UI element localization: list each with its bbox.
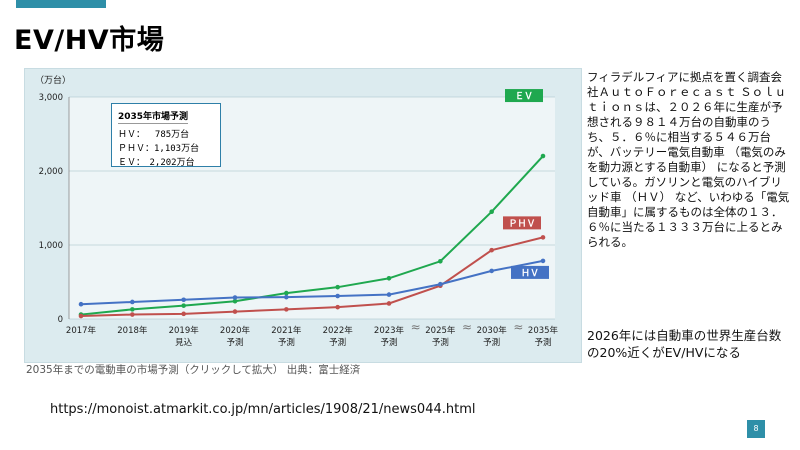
series-line-1 <box>80 236 544 318</box>
x-tick-label: 予測 <box>432 337 449 348</box>
x-tick-label: 予測 <box>534 337 551 348</box>
x-tick-label: 2017年 <box>66 325 97 336</box>
data-point <box>489 247 494 253</box>
data-point <box>284 294 289 300</box>
x-tick-label: 予測 <box>380 337 397 348</box>
y-tick-label: 0 <box>58 315 63 325</box>
data-point <box>181 311 186 317</box>
x-tick-label: 2020年 <box>220 325 251 336</box>
forecast-row-ev: ＥＶ： 2,202万台 <box>118 158 195 168</box>
data-point <box>78 301 84 307</box>
data-point <box>335 293 340 299</box>
data-point <box>232 298 238 304</box>
page-number: 8 <box>747 420 765 438</box>
y-tick-label: 2,000 <box>39 167 63 177</box>
series-label: ＰＨＶ <box>508 218 535 229</box>
data-point <box>540 258 546 264</box>
data-point <box>540 235 546 240</box>
series-label-bg <box>503 216 541 230</box>
x-tick-label: 2025年 <box>425 325 456 336</box>
data-point <box>181 297 186 303</box>
conclusion-text: 2026年には自動車の世界生産台数の20%近くがEV/HVになる <box>587 328 782 360</box>
x-tick-label: 2018年 <box>117 325 148 336</box>
data-point <box>438 281 443 287</box>
side-description: フィラデルフィアに拠点を置く調査会社ＡｕｔｏＦｏｒｅｃａｓｔ Ｓｏｌｕｔｉｏｎｓ… <box>587 70 790 249</box>
x-tick-label: 2035年 <box>528 325 559 336</box>
top-accent-bar <box>16 0 106 8</box>
data-point <box>386 301 392 306</box>
chart-image[interactable]: （万台） 0 1,000 2,000 3,000 2017年 2018年 2019年 見込 202… <box>24 68 582 363</box>
data-point <box>386 292 392 297</box>
series-label-bg <box>505 89 543 103</box>
data-point <box>232 295 238 300</box>
data-point <box>130 307 135 312</box>
data-point <box>181 303 186 308</box>
data-point <box>438 258 443 264</box>
data-point <box>284 290 289 296</box>
y-tick-label: 3,000 <box>39 93 63 103</box>
forecast-row-hv: ＨＶ： 785万台 <box>118 130 190 140</box>
series-label: ＥＶ <box>515 91 533 102</box>
series-line-0 <box>80 155 544 316</box>
data-point <box>130 299 135 305</box>
slide-title: EV/HV市場 <box>14 25 165 56</box>
data-point <box>489 209 494 214</box>
axis-break-mark: ≈ <box>411 320 421 334</box>
series-label-bg <box>511 265 549 279</box>
x-tick-label: 2019年 <box>169 325 200 336</box>
forecast-summary-title: 2035年市場予測 <box>118 109 189 124</box>
data-point <box>284 307 289 312</box>
data-point <box>489 268 494 274</box>
forecast-row-phv: ＰＨＶ：1,103万台 <box>118 144 200 154</box>
x-tick-label: 予測 <box>329 337 346 348</box>
x-tick-label: 2021年 <box>271 325 302 336</box>
x-tick-label: 予測 <box>483 337 500 348</box>
data-point <box>78 313 84 319</box>
y-tick-label: 1,000 <box>39 241 63 251</box>
series-label: ＨＶ <box>521 268 539 279</box>
series-line-2 <box>80 259 544 306</box>
x-tick-label: 2022年 <box>323 325 354 336</box>
forecast-summary-box: 2035年市場予測 ＨＶ： 785万台 ＰＨＶ：1,103万台 ＥＶ： 2,20… <box>111 103 221 168</box>
data-point <box>335 284 340 290</box>
x-tick-label: 予測 <box>226 337 243 348</box>
y-unit-label: （万台） <box>35 74 71 86</box>
data-point <box>232 309 238 314</box>
data-point <box>540 153 546 159</box>
axis-break-mark: ≈ <box>462 320 472 334</box>
x-tick-label: 2023年 <box>374 325 405 336</box>
x-tick-label: 見込 <box>175 337 193 348</box>
axis-break-mark: ≈ <box>513 320 523 334</box>
chart-caption: 2035年までの電動車の市場予測（クリックして拡大） 出典：富士経済 <box>26 364 361 376</box>
data-point <box>130 312 135 317</box>
x-tick-label: 2030年 <box>477 325 508 336</box>
x-tick-label: 予測 <box>278 337 295 348</box>
data-point <box>386 276 392 281</box>
data-point <box>335 304 340 310</box>
source-url[interactable]: https://monoist.atmarkit.co.jp/mn/articl… <box>50 402 476 417</box>
